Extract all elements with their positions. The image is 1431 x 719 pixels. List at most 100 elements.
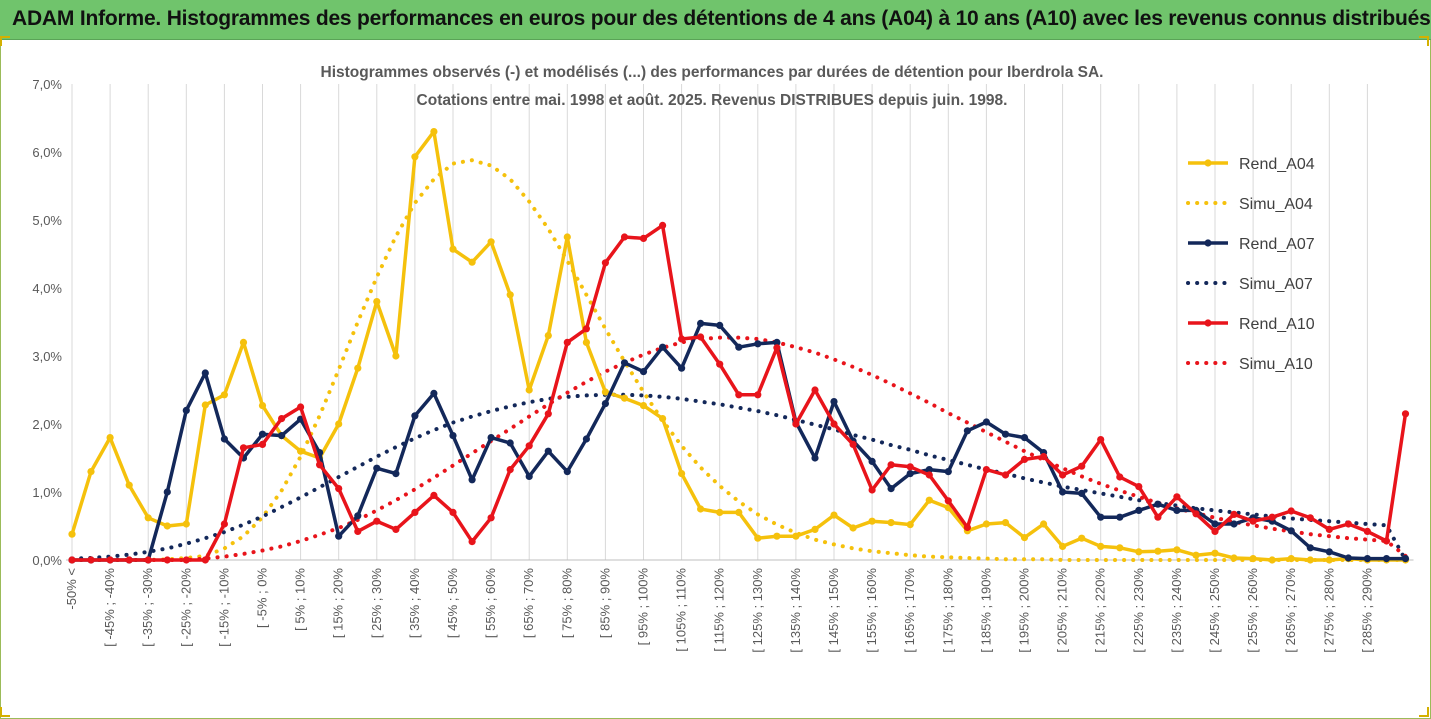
data-point-rend-a04 [1306,556,1314,564]
data-point-rend-a10 [868,486,876,494]
data-point-rend-a10 [1001,471,1010,479]
data-point-rend-a07 [868,457,876,465]
data-point-rend-a10 [620,233,629,241]
data-point-rend-a07 [754,340,762,348]
data-point-rend-a04 [925,496,933,504]
data-point-rend-a07 [906,470,914,478]
data-point-rend-a07 [163,488,171,496]
data-point-rend-a04 [544,332,552,340]
x-tick-label: [ 25% ; 30% [369,568,384,639]
x-tick-label: [ 235% ; 240% [1169,568,1184,653]
report-banner: ADAM Informe. Histogrammes des performan… [0,0,1431,40]
data-point-rend-a10 [601,259,610,267]
x-tick-label: [ 15% ; 20% [331,568,346,639]
data-point-rend-a07 [887,485,895,493]
data-point-rend-a04 [430,128,438,136]
data-point-rend-a10 [1325,525,1333,534]
frame-corner-bottom-left [0,707,10,717]
x-tick-label: [ 245% ; 250% [1207,568,1222,653]
data-point-rend-a04 [1001,519,1010,527]
data-point-rend-a04 [678,470,686,478]
data-point-rend-a04 [811,525,819,534]
data-point-rend-a07 [620,359,629,367]
data-point-rend-a10 [659,221,667,229]
data-point-rend-a04 [887,519,895,527]
legend-marker-rend-a10 [1204,319,1212,327]
data-point-rend-a07 [1154,500,1162,508]
data-point-rend-a10 [639,234,648,242]
data-point-rend-a10 [544,410,552,418]
data-point-rend-a10 [563,338,571,346]
report-title: ADAM Informe. Histogrammes des performan… [12,7,1431,30]
series-line-simu-a04 [70,158,1408,562]
data-point-rend-a04 [297,447,305,455]
data-point-rend-a07 [1135,506,1143,514]
x-tick-label: [ 105% ; 110% [674,568,689,652]
frame-corner-bottom-right [1419,707,1429,717]
data-point-rend-a04 [620,394,629,402]
x-tick-label: -50% < [64,568,79,610]
data-point-rend-a04 [1230,554,1238,562]
data-point-rend-a10 [239,444,248,452]
data-point-rend-a07 [639,368,648,376]
data-point-rend-a10 [1192,510,1200,518]
x-tick-label: [ 135% ; 140% [788,568,803,653]
legend-label-rend-a10: Rend_A10 [1239,316,1315,333]
data-point-rend-a10 [1344,520,1352,528]
data-point-rend-a07 [1078,489,1086,497]
data-point-rend-a07 [544,447,552,455]
x-tick-label: [ 145% ; 150% [826,568,841,653]
data-point-rend-a07 [1020,434,1029,442]
data-point-rend-a10 [1097,436,1105,444]
data-point-rend-a07 [830,398,838,406]
data-point-rend-a04 [754,534,762,542]
data-point-rend-a10 [1363,527,1371,536]
data-point-rend-a07 [1382,555,1391,563]
data-point-rend-a04 [106,434,114,442]
y-tick-label: 5,0% [32,213,62,228]
data-point-rend-a07 [582,435,591,443]
data-point-rend-a07 [1306,544,1314,552]
data-point-rend-a10 [1078,462,1086,470]
data-point-rend-a04 [1059,542,1067,551]
data-point-rend-a10 [925,471,933,479]
data-point-rend-a10 [982,466,991,474]
data-point-rend-a07 [487,434,495,442]
data-point-rend-a07 [811,454,819,462]
legend-marker-rend-a04 [1204,159,1212,167]
data-point-rend-a07 [525,472,533,480]
data-point-rend-a10 [1401,410,1410,418]
x-tick-label: [ 115% ; 120% [712,568,727,652]
data-point-rend-a04 [1249,555,1257,563]
data-point-rend-a07 [220,435,228,443]
data-point-rend-a07 [982,418,991,426]
x-tick-label: [ -45% ; -40% [102,568,117,647]
x-tick-label: [ 205% ; 210% [1055,568,1070,653]
data-point-rend-a04 [1154,547,1162,555]
data-point-rend-a04 [468,258,476,266]
y-tick-label: 4,0% [32,281,62,296]
x-tick-label: [ 275% ; 280% [1321,568,1336,653]
data-point-rend-a07 [1325,548,1333,556]
x-tick-label: [ 35% ; 40% [407,568,422,639]
data-point-rend-a07 [468,476,476,484]
data-point-rend-a04 [773,532,781,540]
x-tick-label: [ 265% ; 270% [1283,568,1298,653]
x-tick-label: [ 215% ; 220% [1093,568,1108,653]
x-tick-label: [ 165% ; 170% [902,568,917,653]
data-point-rend-a04 [220,391,228,399]
data-point-rend-a07 [563,468,571,476]
y-tick-label: 2,0% [32,417,62,432]
legend-label-simu-a10: Simu_A10 [1239,356,1313,373]
x-tick-label: [ 185% ; 190% [978,568,993,653]
data-point-rend-a04 [849,524,857,532]
y-tick-label: 7,0% [32,77,62,92]
data-point-rend-a04 [239,338,248,346]
data-point-rend-a04 [1173,546,1181,554]
x-tick-label: [ 125% ; 130% [750,568,765,653]
data-point-rend-a04 [525,386,533,394]
data-point-rend-a07 [601,400,610,408]
data-point-rend-a04 [1135,548,1143,556]
data-point-rend-a07 [697,319,705,327]
frame-corner-top-left [0,36,10,46]
